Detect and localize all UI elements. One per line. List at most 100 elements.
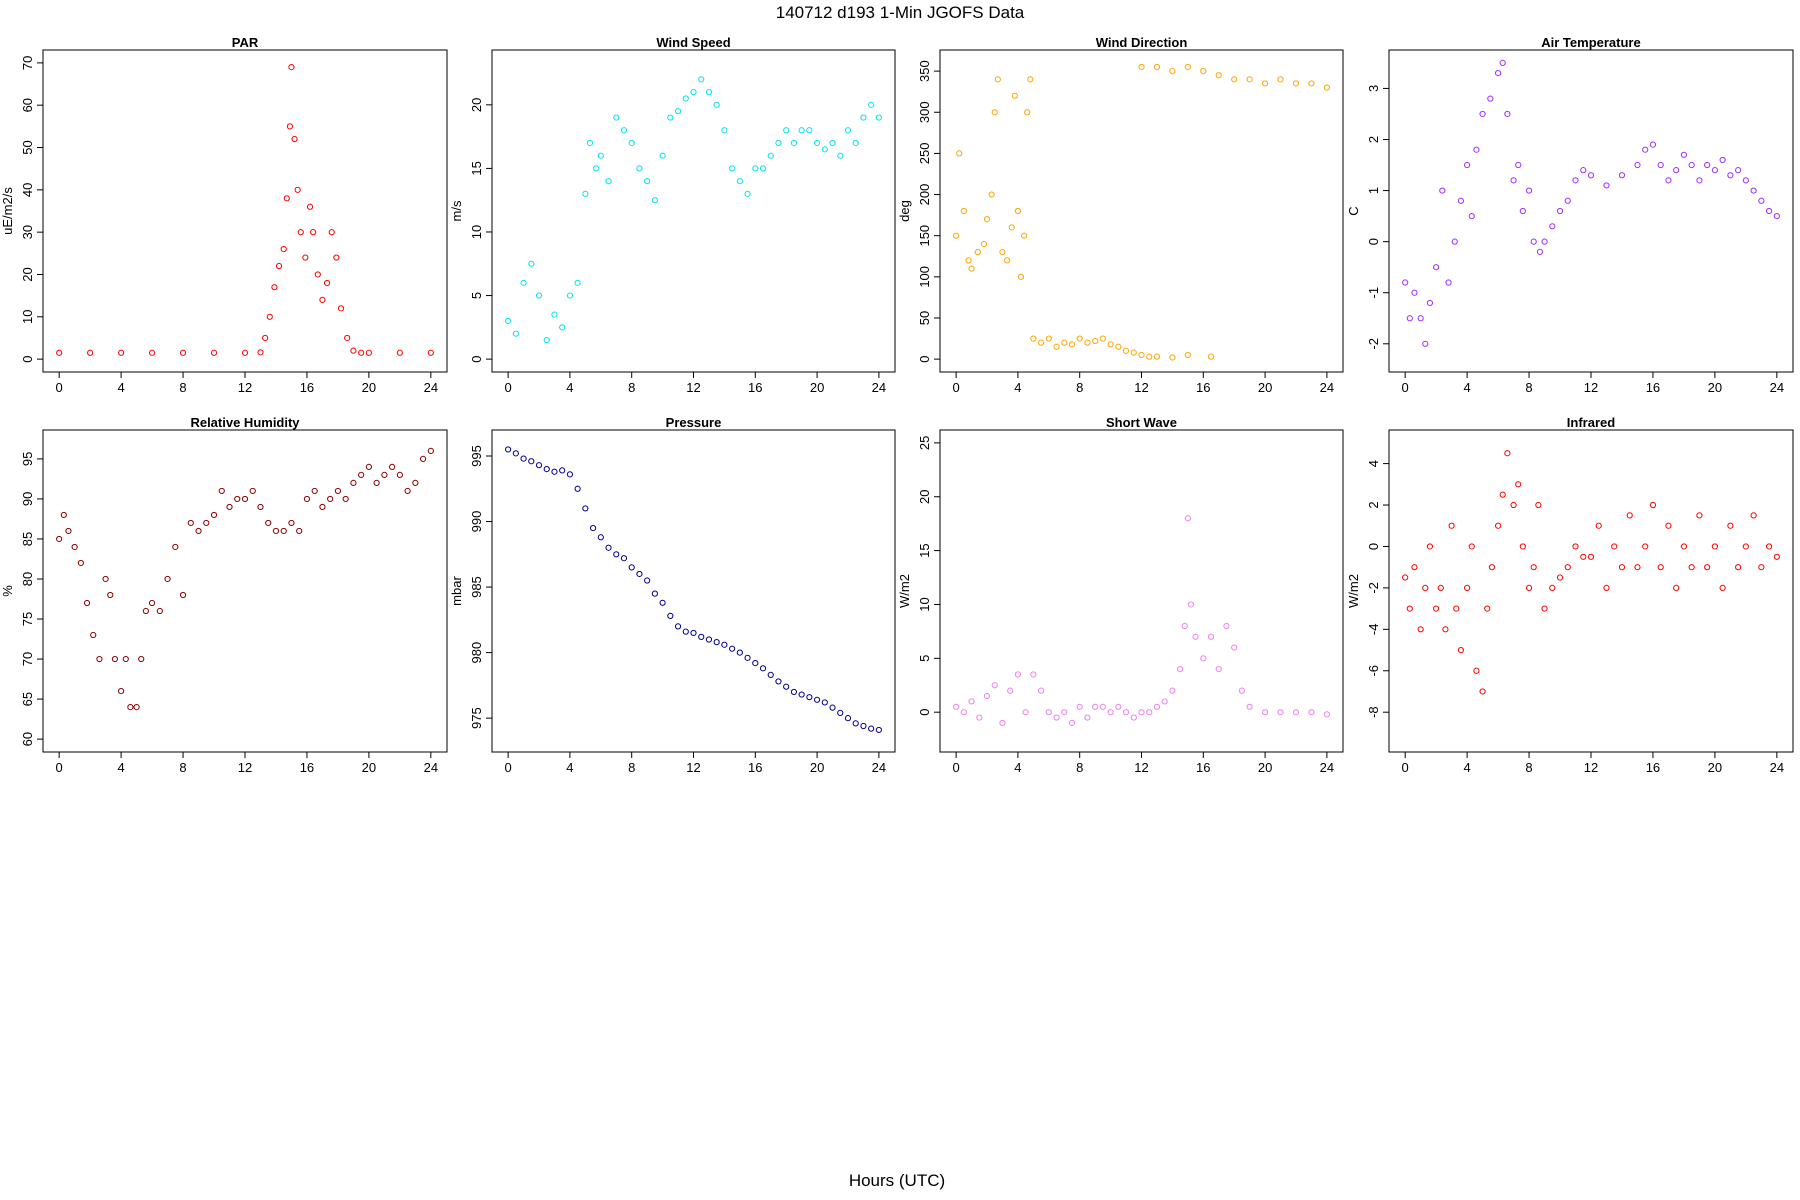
- data-point: [1045, 335, 1052, 342]
- data-point: [1704, 161, 1711, 169]
- data-point: [350, 479, 357, 487]
- data-point: [690, 89, 697, 96]
- y-tick-label: 75: [20, 612, 35, 626]
- data-point: [1017, 273, 1025, 280]
- data-point: [179, 591, 187, 599]
- data-point: [1076, 703, 1083, 710]
- y-tick-label: 20: [469, 98, 484, 112]
- data-point: [994, 76, 1001, 83]
- data-point: [698, 76, 705, 83]
- data-point: [257, 503, 264, 511]
- data-point: [551, 311, 558, 318]
- plot-frame: [42, 429, 448, 753]
- data-point: [1504, 110, 1511, 118]
- data-point: [868, 101, 875, 108]
- data-point: [1688, 564, 1695, 571]
- data-point: [620, 555, 628, 562]
- data-point: [1138, 351, 1145, 359]
- data-point: [303, 495, 311, 503]
- data-point: [1439, 187, 1446, 194]
- data-point: [1215, 72, 1222, 79]
- data-point: [636, 570, 643, 578]
- data-point: [1564, 564, 1571, 571]
- data-point: [1711, 167, 1718, 174]
- chart-panel-par: PAR uE/m2/s 0 4 8 12 16 20 24 0 10 20 30 40 50 60 70: [0, 35, 448, 395]
- x-tick-label: 24: [1770, 380, 1784, 395]
- data-point: [1626, 512, 1633, 519]
- data-point: [783, 127, 790, 134]
- data-point: [543, 465, 550, 473]
- data-point: [1750, 512, 1757, 519]
- data-point: [1634, 564, 1641, 571]
- data-point: [559, 324, 566, 331]
- data-point: [1231, 76, 1238, 83]
- data-point: [1402, 574, 1409, 581]
- panel-title: Air Temperature: [1541, 35, 1640, 50]
- data-point: [674, 623, 682, 630]
- data-point: [505, 446, 512, 453]
- data-point: [852, 139, 859, 147]
- x-tick-label: 12: [1584, 760, 1598, 775]
- data-point: [1092, 703, 1099, 710]
- data-point: [721, 127, 728, 134]
- x-tick-label: 24: [1770, 760, 1784, 775]
- data-point: [775, 678, 782, 685]
- y-tick-label: 30: [20, 225, 35, 239]
- data-point: [1657, 564, 1664, 571]
- data-point: [1207, 633, 1215, 640]
- data-point: [1411, 564, 1418, 571]
- x-tick-label: 8: [1076, 760, 1083, 775]
- data-point: [96, 655, 103, 663]
- x-tick-label: 8: [628, 380, 635, 395]
- data-point: [1519, 207, 1526, 215]
- data-point: [148, 349, 156, 356]
- data-point: [262, 334, 269, 342]
- data-point: [396, 349, 403, 356]
- y-tick-label: -2: [1366, 582, 1381, 594]
- y-tick-label: 85: [20, 532, 35, 546]
- data-point: [1665, 522, 1672, 529]
- data-point: [1099, 335, 1106, 342]
- data-point: [528, 458, 535, 465]
- data-point: [71, 543, 78, 551]
- data-point: [1138, 63, 1145, 71]
- y-tick-label: 0: [1366, 238, 1381, 245]
- data-point: [1184, 351, 1191, 359]
- data-point: [1146, 709, 1153, 716]
- y-tick-label: 2: [1366, 136, 1381, 143]
- panel-title: Wind Direction: [1096, 35, 1188, 50]
- x-tick-label: 12: [238, 760, 252, 775]
- data-point: [1323, 711, 1330, 718]
- data-point: [280, 245, 287, 253]
- data-point: [1037, 339, 1045, 346]
- y-axis-label: mbar: [449, 576, 464, 606]
- plot-frame: [491, 49, 896, 373]
- x-tick-label: 16: [1196, 380, 1210, 395]
- x-tick-label: 20: [1708, 380, 1722, 395]
- data-point: [241, 495, 249, 503]
- data-point: [127, 703, 134, 711]
- y-axis-label: W/m2: [1346, 574, 1361, 608]
- x-tick-label: 4: [1014, 760, 1021, 775]
- data-point: [296, 527, 303, 535]
- data-point: [651, 590, 658, 597]
- data-point: [1068, 341, 1076, 348]
- data-point: [1161, 698, 1168, 705]
- data-point: [77, 559, 84, 567]
- data-point: [1184, 515, 1191, 522]
- data-point: [767, 671, 774, 678]
- data-point: [266, 313, 273, 320]
- data-point: [1742, 543, 1749, 550]
- data-point: [813, 696, 821, 703]
- y-tick-label: 60: [20, 732, 35, 746]
- plot-frame: [939, 429, 1344, 753]
- data-point: [597, 152, 604, 159]
- data-point: [1246, 703, 1253, 710]
- y-tick-label: 10: [469, 225, 484, 239]
- x-tick-label: 20: [362, 380, 376, 395]
- data-point: [1487, 95, 1494, 102]
- plot-frame: [42, 49, 448, 373]
- data-point: [1061, 709, 1068, 716]
- y-tick-label: 25: [917, 436, 932, 450]
- data-point: [566, 292, 574, 299]
